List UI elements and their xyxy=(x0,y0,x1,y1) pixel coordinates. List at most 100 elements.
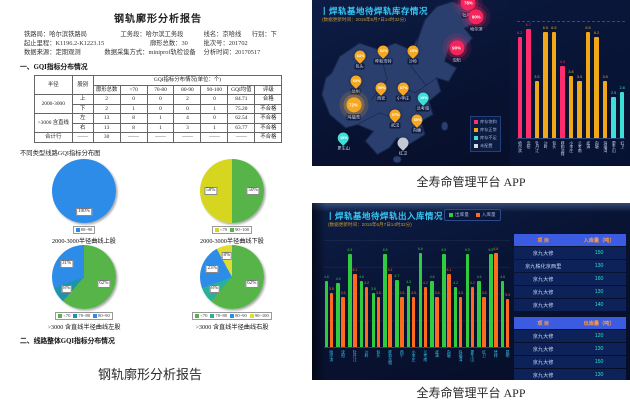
legend-item: 70~80 xyxy=(73,313,90,318)
bar-group[interactable]: 6.5 5.1 xyxy=(442,240,452,347)
map-marker[interactable]: 57% 武汉 xyxy=(387,106,403,129)
map-marker[interactable]: 90% 沈阳 xyxy=(449,40,465,64)
marker-value: 67% xyxy=(399,86,407,91)
inbound-table: 项 目入库量（吨） 京九大修 150 京九株化京西里 130 京九大修 160 京九大修 130… xyxy=(514,233,626,312)
legend-label: 80~90 xyxy=(235,313,247,318)
axis-label: 沙岭 xyxy=(544,141,549,149)
pie-caption: >3000 含直线半径曲线右股 xyxy=(195,323,269,331)
bar: 4.6 xyxy=(359,240,364,347)
map-marker[interactable]: 90% 哈尔滨 xyxy=(468,8,484,32)
gqi-row: >3000 含直线左 13 8 1 4 0 62.54 不合格 xyxy=(33,113,283,133)
table-cell-name: 京九大修 xyxy=(514,343,573,355)
map-marker[interactable]: 78% 牡丹江 xyxy=(460,0,476,19)
bar-group[interactable]: 3.8 3.5 xyxy=(371,240,381,347)
map-marker[interactable]: 19% 兰考南 xyxy=(415,90,431,112)
bar[interactable]: 2.5 xyxy=(611,16,617,138)
map-marker[interactable]: 15% 沙岭 xyxy=(405,43,421,65)
legend-swatch xyxy=(230,313,235,318)
meta-field: 起止里程：K1196.2-K1223.15 xyxy=(24,40,105,47)
gqi-cell: 2 xyxy=(173,94,202,105)
bar[interactable]: 3.5 xyxy=(534,16,540,138)
gqi-cell: 1 xyxy=(146,113,175,124)
map-marker[interactable]: 19% 更生山 xyxy=(335,130,352,152)
table-row[interactable]: 京九株化京西里 130 xyxy=(514,260,626,272)
bar-group[interactable]: 6.6 4.2 xyxy=(418,240,428,347)
table-row[interactable]: 京九大修 150 xyxy=(514,356,626,368)
bar-group[interactable]: 4.6 3.5 xyxy=(477,240,487,347)
table-row[interactable]: 京九大修 140 xyxy=(514,299,626,311)
bar-fill xyxy=(411,297,416,347)
side-header: 股别 xyxy=(71,75,94,95)
bar[interactable]: 6.5 xyxy=(551,16,557,138)
bar: 4.6 xyxy=(500,240,505,347)
table-row[interactable]: 京九大修 120 xyxy=(514,330,626,342)
map-marker[interactable]: 63% 兰州 xyxy=(347,73,364,95)
pie-chart: 50% 50% <70 90~100 2000-3000半径曲线下股 xyxy=(162,158,302,245)
bar[interactable]: 6.5 xyxy=(543,16,549,138)
gqi-cell: 1 xyxy=(200,103,229,114)
bar-group[interactable]: 4.6 3.5 xyxy=(430,240,440,347)
gqi-cell: 不合格 xyxy=(254,103,283,114)
bar-value: 6.6 xyxy=(418,246,423,251)
pie-slice-label: 100% xyxy=(76,207,92,216)
table-cell-value: 160 xyxy=(572,273,626,285)
bar[interactable]: 3.8 xyxy=(568,16,574,138)
bar[interactable]: 6.7 xyxy=(526,16,532,138)
bar-group[interactable]: 6.5 4.2 xyxy=(465,240,475,347)
legend-label: 70~80 xyxy=(78,313,91,318)
bar-group[interactable]: 6.5 5.1 xyxy=(383,240,393,347)
bar-fill xyxy=(500,281,505,347)
bar: 5.1 xyxy=(353,240,357,347)
bar-group[interactable]: 4.5 3.5 xyxy=(336,240,346,347)
bar[interactable]: 2.8 xyxy=(619,16,625,138)
bar[interactable]: 6.2 xyxy=(594,16,600,138)
map-marker[interactable]: 62% 呼和浩特 xyxy=(373,43,393,65)
pie-charts-grid: 100% 80~90 2000-3000半径曲线上股 50% 50% <70 90~100 2… xyxy=(10,158,306,331)
bar-group[interactable]: 4.3 3.5 xyxy=(406,240,416,347)
bar-fill xyxy=(447,274,451,347)
pin-marker-icon xyxy=(395,135,411,151)
table-row[interactable]: 京九大修 160 xyxy=(514,273,626,285)
bar-group[interactable]: 4.2 3.5 xyxy=(453,240,463,347)
bar[interactable]: 6.5 xyxy=(585,16,591,138)
bar-group[interactable]: 4.6 3.8 xyxy=(324,240,334,347)
bar-fill xyxy=(341,297,345,347)
bar[interactable]: 3.5 xyxy=(602,16,608,138)
bar-group[interactable]: 4.7 3.5 xyxy=(395,240,405,347)
legend-item: 80~90 xyxy=(93,313,110,318)
meta-field: 数据来源：定期观测 xyxy=(24,49,81,56)
table-row[interactable]: 京九大修 150 xyxy=(514,247,626,259)
bar-group[interactable]: 4.6 4.2 xyxy=(359,240,369,347)
bar-fill xyxy=(470,287,475,347)
inout-bar-chart: 4.6 3.8 4.5 3.5 6.5 5.1 4.6 4.2 3.8 3.5 6.5 5.1 4.7 3… xyxy=(324,236,510,374)
table-row[interactable]: 京九大修 130 xyxy=(514,369,626,380)
bar: 4.5 xyxy=(336,240,340,347)
bar[interactable]: 4.4 xyxy=(560,16,566,138)
bar: 3.5 xyxy=(458,240,463,347)
bar-fill xyxy=(477,281,481,347)
gqi-cell: 2 xyxy=(92,103,121,114)
bar-group[interactable]: 6.5 5.1 xyxy=(348,240,358,347)
bar-value: 4.6 xyxy=(359,275,364,280)
map-marker[interactable]: 63% 包头 xyxy=(351,48,368,70)
table-row[interactable]: 京九大修 130 xyxy=(514,343,626,355)
table-cell-value: 130 xyxy=(572,286,626,298)
bar: 6.5 xyxy=(348,240,352,347)
axis-label: 昆明 xyxy=(506,350,510,358)
pie-slice-label: 8% xyxy=(221,252,233,261)
map-marker[interactable]: 67% 小李庄 xyxy=(395,80,411,102)
bar-group[interactable]: 6.5 6.6 xyxy=(489,240,499,347)
map-marker[interactable]: 72% 玛瑙湾 xyxy=(346,96,362,120)
bar-fill xyxy=(359,281,364,347)
map-marker[interactable]: 50% 西安 xyxy=(373,80,390,102)
map-marker[interactable]: 60% 向塘 xyxy=(409,111,425,134)
bar-fill xyxy=(395,279,399,347)
table-row[interactable]: 京九大修 130 xyxy=(514,286,626,298)
bar[interactable]: 3.5 xyxy=(577,16,583,138)
gqi-cell: 13 xyxy=(92,122,121,133)
bar-group[interactable]: 4.6 3.4 xyxy=(500,240,510,347)
legend-label: 70~80 xyxy=(215,313,228,318)
map-marker[interactable]: 红卫 xyxy=(395,135,411,157)
bar-fill xyxy=(430,281,434,347)
bar[interactable]: 6.2 xyxy=(517,16,523,138)
